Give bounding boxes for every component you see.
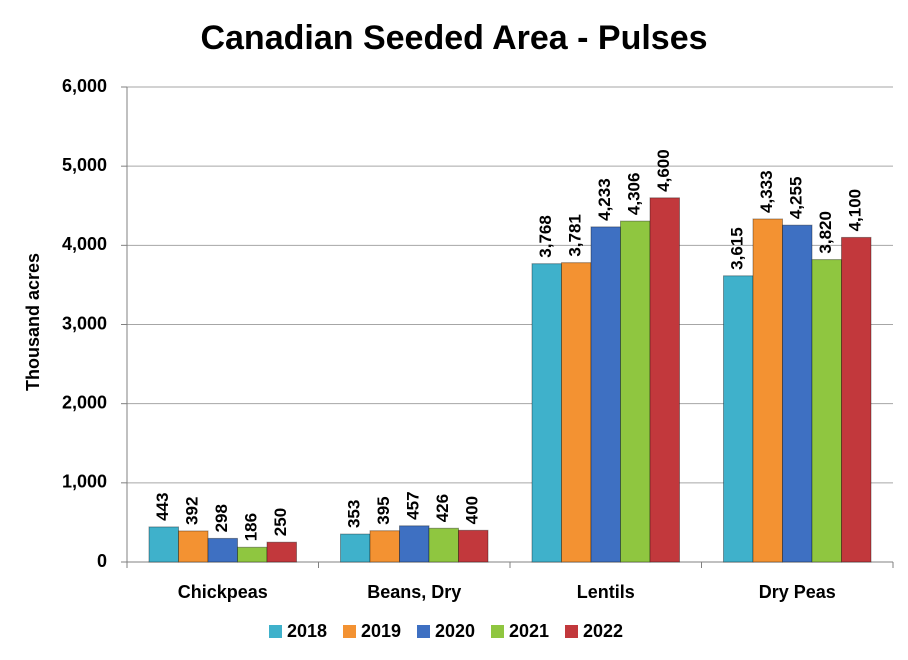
x-tick-label: Chickpeas	[178, 582, 268, 602]
data-label: 4,100	[846, 189, 865, 232]
data-label: 392	[183, 497, 202, 525]
data-label: 186	[242, 513, 261, 541]
data-label: 3,768	[536, 215, 555, 258]
data-label: 4,306	[625, 173, 644, 216]
bar	[841, 236, 872, 563]
data-label: 3,781	[566, 214, 585, 257]
bar	[649, 197, 680, 563]
legend-swatch	[269, 625, 282, 638]
bar	[399, 525, 430, 563]
bar	[266, 541, 297, 563]
data-label: 395	[374, 496, 393, 524]
data-label: 426	[433, 494, 452, 522]
x-tick-label: Lentils	[577, 582, 635, 602]
y-tick-label: 3,000	[62, 313, 107, 333]
bar	[458, 529, 489, 563]
bar	[620, 220, 651, 563]
data-label: 4,255	[787, 177, 806, 220]
bar	[723, 275, 754, 563]
y-tick-label: 2,000	[62, 392, 107, 412]
y-tick-label: 6,000	[62, 76, 107, 96]
data-label: 400	[463, 496, 482, 524]
data-label: 298	[212, 504, 231, 532]
bar	[369, 530, 400, 563]
legend-label: 2019	[361, 621, 401, 641]
data-label: 4,600	[654, 149, 673, 192]
x-tick-label: Dry Peas	[759, 582, 836, 602]
legend-swatch	[417, 625, 430, 638]
bar	[782, 224, 813, 563]
data-label: 443	[153, 493, 172, 521]
bar	[428, 527, 459, 563]
y-tick-label: 4,000	[62, 234, 107, 254]
chart-title: Canadian Seeded Area - Pulses	[200, 19, 707, 57]
data-label: 3,820	[816, 211, 835, 254]
bar	[148, 526, 179, 563]
bar	[561, 262, 592, 563]
data-label: 3,615	[728, 227, 747, 270]
legend-swatch	[565, 625, 578, 638]
bar	[237, 546, 268, 563]
y-axis-label: Thousand acres	[23, 253, 43, 391]
legend-label: 2018	[287, 621, 327, 641]
bar	[207, 537, 238, 563]
data-label: 250	[271, 508, 290, 536]
bar	[531, 263, 562, 563]
legend-swatch	[343, 625, 356, 638]
y-tick-label: 0	[97, 551, 107, 571]
bar	[590, 226, 621, 563]
legend-label: 2020	[435, 621, 475, 641]
bar	[178, 530, 209, 563]
legend-swatch	[491, 625, 504, 638]
y-tick-label: 1,000	[62, 472, 107, 492]
data-label: 353	[345, 500, 364, 528]
y-tick-label: 5,000	[62, 155, 107, 175]
bar	[811, 259, 842, 563]
bar	[340, 533, 371, 563]
data-label: 4,233	[595, 178, 614, 221]
bar	[752, 218, 783, 563]
legend-label: 2022	[583, 621, 623, 641]
data-label: 4,333	[757, 170, 776, 213]
legend-label: 2021	[509, 621, 549, 641]
x-tick-label: Beans, Dry	[367, 582, 461, 602]
data-label: 457	[404, 491, 423, 519]
